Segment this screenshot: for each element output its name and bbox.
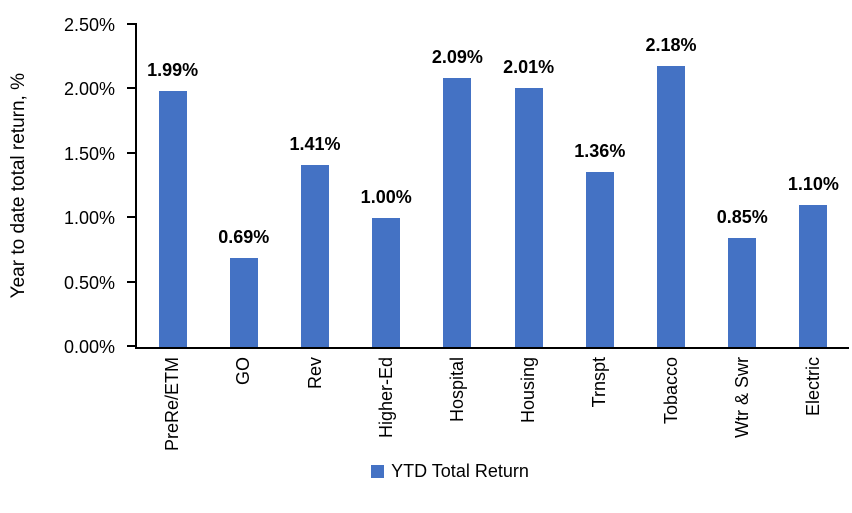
bar-hospital	[443, 77, 472, 347]
bar-wtr-swr	[728, 237, 757, 347]
y-tick-label: 2.00%	[63, 79, 115, 100]
x-label-cell: Hospital	[422, 357, 493, 451]
bar-go	[229, 258, 258, 347]
bar-value-label: 2.18%	[645, 35, 697, 56]
x-label-cell: PreRe/ETM	[137, 357, 208, 451]
y-axis-title: Year to date total return, %	[2, 25, 36, 347]
x-category-label: Higher-Ed	[375, 357, 396, 439]
bar-slot: 1.99%	[137, 25, 208, 347]
y-tick-mark	[127, 151, 137, 154]
x-label-cell: Housing	[493, 357, 564, 451]
x-category-label: PreRe/ETM	[162, 357, 183, 452]
x-category-label: Trnspt	[589, 357, 610, 408]
bar-slot: 2.01%	[493, 25, 564, 347]
x-label-cell: Wtr & Swr	[707, 357, 778, 451]
bar-slot: 0.69%	[208, 25, 279, 347]
y-tick-label: 1.50%	[63, 143, 115, 164]
bar-prere-etm	[158, 90, 187, 347]
x-category-label: Housing	[518, 357, 539, 424]
x-axis-labels: PreRe/ETM GO Rev Higher-Ed Hospital Housing Tr…	[137, 357, 849, 451]
y-tick-mark	[127, 345, 137, 347]
legend-label: YTD Total Return	[391, 461, 529, 481]
y-tick-mark	[127, 23, 137, 25]
x-label-cell: Rev	[279, 357, 350, 451]
bar-value-label: 2.01%	[503, 57, 555, 78]
bar-value-label: 1.99%	[147, 59, 199, 80]
bar-slot: 1.41%	[279, 25, 350, 347]
bar-value-label: 1.41%	[289, 134, 341, 155]
y-tick-mark	[127, 280, 137, 283]
bar-trnspt	[585, 171, 614, 347]
bar-value-label: 1.10%	[787, 174, 839, 195]
bar-value-label: 2.09%	[431, 46, 483, 67]
x-label-cell: Electric	[778, 357, 849, 451]
y-axis-title-text: Year to date total return, %	[8, 73, 29, 299]
y-tick-label: 0.00%	[63, 337, 115, 357]
x-label-cell: Higher-Ed	[351, 357, 422, 451]
x-category-label: Rev	[304, 357, 325, 390]
bar-rev	[301, 165, 329, 347]
x-label-cell: Trnspt	[564, 357, 635, 451]
y-tick-mark	[127, 87, 137, 90]
bar-slot: 1.10%	[778, 25, 849, 347]
y-tick-label: 1.00%	[63, 208, 115, 229]
legend-color-swatch	[371, 464, 385, 478]
bar-tobacco	[657, 66, 686, 347]
x-category-label: Hospital	[446, 357, 467, 423]
x-category-label: Wtr & Swr	[731, 357, 752, 438]
y-tick-mark	[127, 216, 137, 219]
bar-value-label: 1.00%	[360, 187, 412, 208]
x-category-label: GO	[233, 357, 254, 386]
y-tick-label: 2.50%	[63, 15, 115, 35]
legend: YTD Total Return	[24, 461, 852, 481]
bar-value-label: 0.85%	[716, 206, 768, 227]
x-label-cell: GO	[208, 357, 279, 451]
bar-slot: 0.85%	[707, 25, 778, 347]
y-tick-label: 0.50%	[63, 272, 115, 293]
bar-housing	[514, 88, 543, 347]
x-category-label: Tobacco	[660, 357, 681, 425]
x-category-label: Electric	[802, 357, 823, 417]
bar-slot: 1.36%	[564, 25, 635, 347]
bar-slot: 2.09%	[422, 25, 493, 347]
bar-slot: 1.00%	[351, 25, 422, 347]
bar-electric	[799, 205, 828, 347]
bar-slot: 2.18%	[635, 25, 706, 347]
x-label-cell: Tobacco	[635, 357, 706, 451]
bar-value-label: 1.36%	[574, 140, 626, 161]
bar-higher-ed	[372, 218, 401, 347]
bar-value-label: 0.69%	[218, 227, 270, 248]
plot-area: 1.99% 0.69% 1.41% 1.00% 2.09% 2.01% 1.36% 2.18%…	[135, 25, 849, 349]
